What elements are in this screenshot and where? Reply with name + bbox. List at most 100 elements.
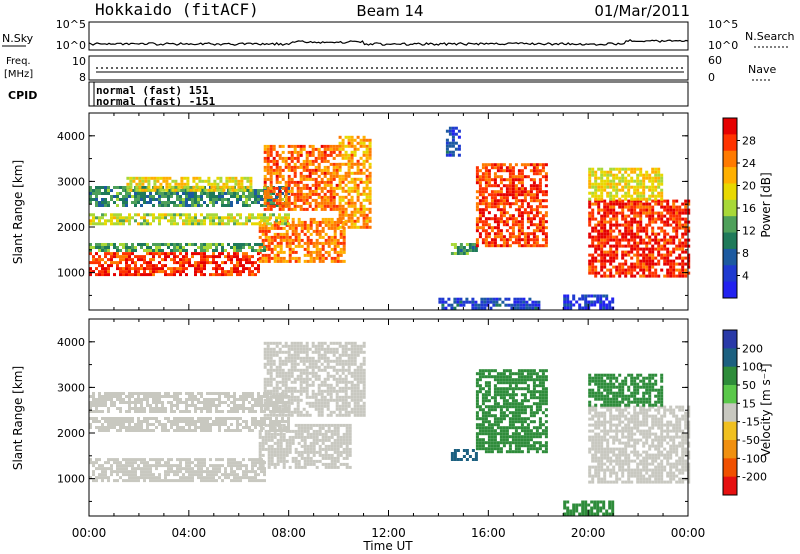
- data-cell: [314, 177, 318, 181]
- data-cell: [660, 214, 664, 218]
- data-cell: [453, 252, 457, 255]
- data-cell: [666, 241, 670, 245]
- data-cell: [288, 223, 292, 227]
- data-cell: [318, 432, 322, 436]
- data-cell: [242, 407, 245, 410]
- data-cell: [318, 253, 322, 257]
- data-cell: [258, 235, 262, 239]
- data-cell: [224, 222, 227, 226]
- data-cell: [260, 398, 263, 401]
- data-cell: [606, 274, 610, 278]
- data-cell: [269, 153, 273, 157]
- data-cell: [330, 462, 334, 466]
- data-cell: [444, 300, 448, 304]
- data-cell: [170, 267, 173, 271]
- data-cell: [284, 201, 288, 205]
- data-cell: [342, 432, 346, 436]
- data-cell: [490, 205, 494, 209]
- data-cell: [356, 171, 360, 175]
- data-cell: [350, 213, 354, 217]
- data-cell: [146, 426, 149, 429]
- data-cell: [594, 223, 598, 227]
- data-cell: [297, 435, 301, 439]
- data-cell: [636, 271, 640, 275]
- data-cell: [350, 210, 354, 214]
- data-cell: [317, 150, 321, 154]
- data-cell: [636, 182, 640, 186]
- data-cell: [456, 246, 460, 249]
- data-cell: [350, 138, 354, 142]
- data-cell: [299, 207, 303, 211]
- data-cell: [269, 417, 272, 420]
- data-cell: [107, 270, 110, 274]
- data-cell: [591, 185, 595, 189]
- data-cell: [681, 202, 685, 206]
- data-cell: [216, 176, 220, 180]
- data-cell: [335, 168, 339, 172]
- data-cell: [266, 353, 270, 357]
- data-cell: [359, 138, 363, 142]
- data-cell: [137, 201, 140, 204]
- data-cell: [365, 180, 369, 184]
- data-cell: [101, 216, 104, 220]
- data-cell: [347, 171, 351, 175]
- data-cell: [122, 458, 125, 462]
- data-cell: [242, 395, 245, 398]
- data-cell: [182, 192, 185, 195]
- data-cell: [284, 165, 288, 169]
- data-cell: [594, 188, 598, 192]
- data-cell: [303, 444, 307, 448]
- data-cell: [333, 235, 337, 239]
- data-cell: [606, 191, 610, 195]
- data-cell: [140, 473, 143, 477]
- data-cell: [296, 144, 300, 148]
- data-cell: [254, 426, 257, 429]
- data-cell: [176, 204, 179, 207]
- data-cell: [261, 459, 265, 463]
- data-cell: [257, 213, 260, 217]
- data-cell: [321, 247, 325, 251]
- data-cell: [522, 300, 526, 304]
- data-cell: [170, 407, 173, 410]
- data-cell: [125, 473, 128, 477]
- data-cell: [284, 213, 287, 217]
- data-cell: [251, 264, 254, 268]
- data-cell: [179, 216, 182, 220]
- data-cell: [657, 244, 661, 248]
- data-cell: [167, 473, 170, 477]
- data-cell: [245, 473, 248, 477]
- data-cell: [438, 297, 442, 301]
- data-cell: [297, 459, 301, 463]
- data-cell: [287, 192, 290, 195]
- data-cell: [104, 186, 107, 189]
- data-cell: [263, 147, 267, 151]
- data-cell: [537, 300, 541, 304]
- data-cell: [288, 247, 292, 251]
- data-cell: [140, 255, 143, 259]
- data-cell: [511, 196, 515, 200]
- data-cell: [89, 458, 92, 462]
- data-cell: [267, 465, 271, 469]
- data-cell: [606, 232, 610, 236]
- data-cell: [660, 238, 664, 242]
- data-cell: [678, 220, 682, 224]
- data-cell: [478, 208, 482, 212]
- data-cell: [342, 220, 346, 224]
- data-cell: [493, 202, 497, 206]
- data-cell: [636, 232, 640, 236]
- data-cell: [132, 176, 136, 180]
- data-cell: [263, 395, 266, 398]
- data-cell: [320, 198, 324, 202]
- data-cell: [269, 423, 272, 426]
- data-cell: [143, 243, 146, 246]
- data-cell: [594, 217, 598, 221]
- data-cell: [651, 253, 655, 257]
- data-cell: [603, 229, 607, 233]
- data-cell: [215, 216, 218, 220]
- data-cell: [267, 435, 271, 439]
- data-cell: [209, 201, 212, 204]
- data-cell: [315, 229, 319, 233]
- data-cell: [305, 165, 309, 169]
- data-cell: [281, 168, 285, 172]
- data-cell: [332, 162, 336, 166]
